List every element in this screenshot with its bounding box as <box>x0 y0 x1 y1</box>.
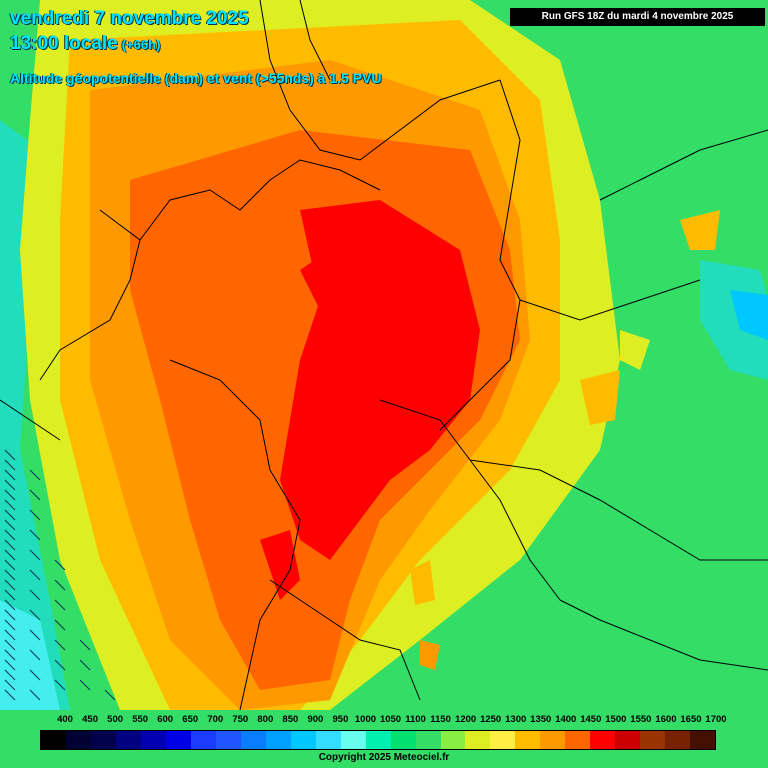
legend-swatch <box>315 731 341 749</box>
legend-swatch <box>640 731 666 749</box>
legend-swatch <box>690 731 716 749</box>
legend-label: 1150 <box>430 714 451 725</box>
legend-label: 500 <box>107 714 124 725</box>
legend-swatch <box>565 731 591 749</box>
legend-swatch <box>41 731 66 749</box>
legend-label: 1250 <box>480 714 502 725</box>
cyan-west-region <box>0 120 70 710</box>
cyan-east-region <box>700 260 768 380</box>
legend-label: 1650 <box>680 714 702 725</box>
legend-label: 550 <box>132 714 149 725</box>
legend-swatch <box>90 731 116 749</box>
legend-bar <box>40 730 716 750</box>
legend-swatch <box>215 731 241 749</box>
wind-barbs <box>4 449 116 701</box>
legend-label: 1700 <box>705 714 727 725</box>
legend-label: 600 <box>157 714 174 725</box>
color-legend: 400 450 500 550 600 650 700 750 800 850 900 950 1000… <box>40 714 727 754</box>
legend-swatch <box>415 731 441 749</box>
legend-labels: 400 450 500 550 600 650 700 750 800 850 900 950 1000… <box>40 714 726 728</box>
legend-label: 1300 <box>505 714 527 725</box>
legend-label: 700 <box>207 714 224 725</box>
legend-label: 800 <box>257 714 274 725</box>
legend-label: 750 <box>232 714 249 725</box>
legend-label: 1350 <box>530 714 552 725</box>
legend-swatch <box>465 731 491 749</box>
legend-swatch <box>65 731 91 749</box>
legend-label: 900 <box>307 714 324 725</box>
legend-swatch <box>515 731 541 749</box>
legend-label: 650 <box>182 714 199 725</box>
legend-label: 850 <box>282 714 299 725</box>
forecast-time: 13:00 locale (+66h) <box>10 33 160 55</box>
legend-label: 1100 <box>405 714 426 725</box>
legend-swatch <box>265 731 291 749</box>
legend-label: 1400 <box>555 714 577 725</box>
legend-swatch <box>115 731 141 749</box>
local-time: 13:00 locale <box>10 33 118 54</box>
legend-label: 1600 <box>655 714 677 725</box>
legend-label: 450 <box>82 714 98 725</box>
legend-swatch <box>615 731 641 749</box>
legend-label: 1050 <box>379 714 402 725</box>
legend-swatch <box>340 731 366 749</box>
legend-swatch <box>540 731 566 749</box>
legend-swatch <box>165 731 191 749</box>
forecast-date: vendredi 7 novembre 2025 <box>10 8 249 29</box>
legend-swatch <box>590 731 616 749</box>
legend-label: 1000 <box>354 714 377 725</box>
legend-swatch <box>190 731 216 749</box>
legend-swatch <box>440 731 466 749</box>
legend-label: 400 <box>57 714 73 725</box>
legend-label: 1450 <box>580 714 602 725</box>
legend-swatch <box>490 731 516 749</box>
run-info: Run GFS 18Z du mardi 4 novembre 2025 <box>510 8 765 26</box>
copyright: Copyright 2025 Meteociel.fr <box>318 752 450 763</box>
legend-swatch <box>140 731 166 749</box>
legend-label: 950 <box>332 714 349 725</box>
legend-swatch <box>390 731 416 749</box>
legend-label: 1550 <box>630 714 652 725</box>
legend-swatch <box>290 731 316 749</box>
legend-label: 1500 <box>605 714 627 725</box>
map-subtitle: Altitude géopotentielle (dam) et vent (>… <box>10 70 382 86</box>
legend-swatch <box>365 731 391 749</box>
legend-swatch <box>240 731 266 749</box>
borders <box>0 0 768 711</box>
legend-label: 1200 <box>455 714 477 725</box>
forecast-offset: (+66h) <box>121 37 161 52</box>
legend-swatch <box>665 731 691 749</box>
